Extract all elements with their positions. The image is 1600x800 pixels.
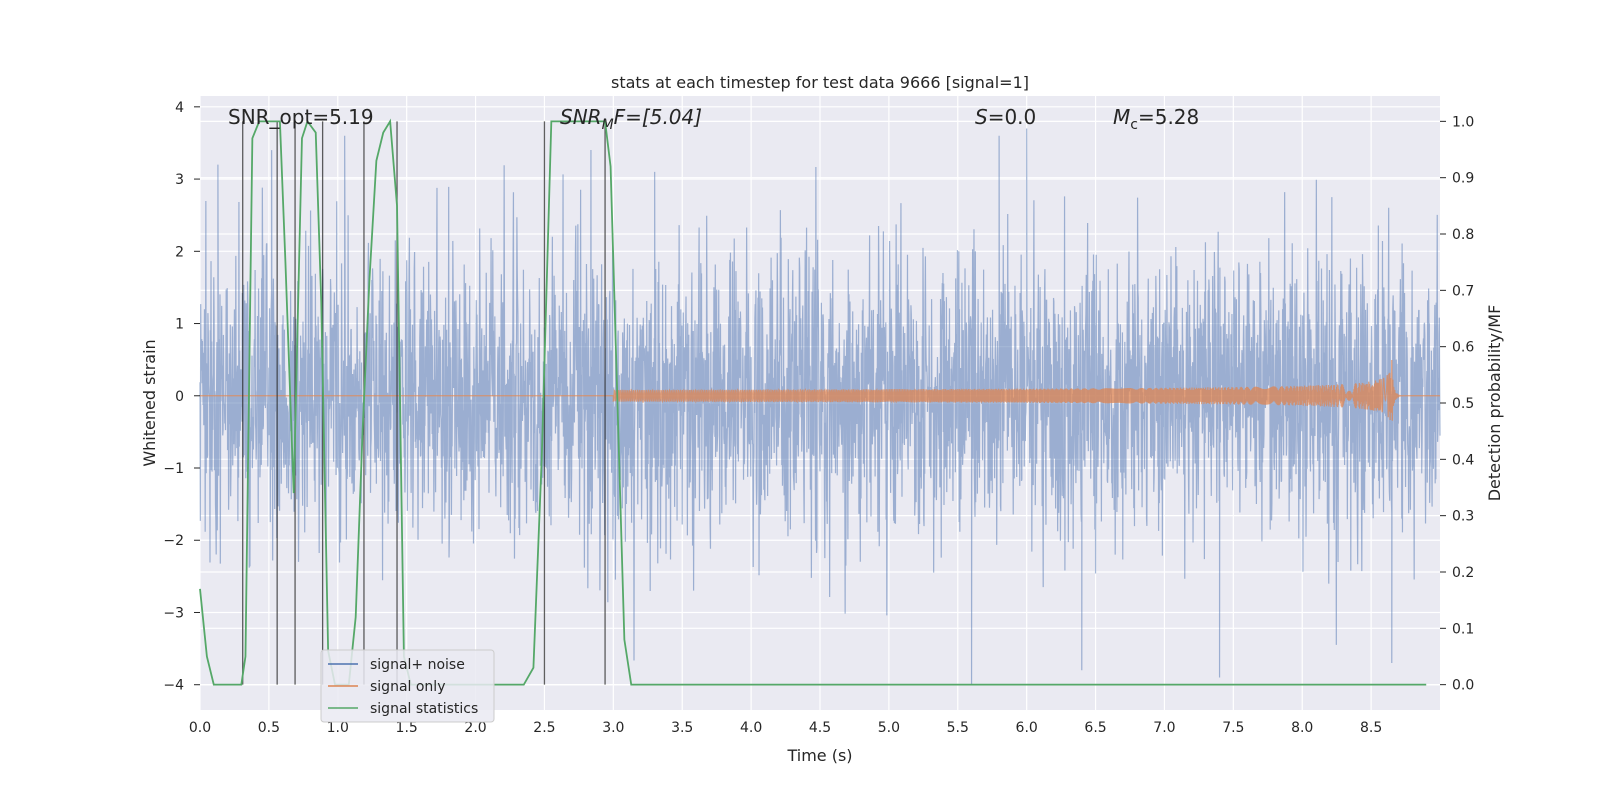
series-signal-noise <box>199 128 1441 685</box>
x-tick-label: 2.5 <box>533 720 555 736</box>
y2-tick-label: 0.3 <box>1452 509 1474 525</box>
x-tick-label: 1.5 <box>396 720 418 736</box>
series-line-signal-statistics <box>199 118 1427 686</box>
y2-tick-label: 0.4 <box>1452 452 1474 468</box>
annotation-snr-mf: SNRMF=[5.04] <box>560 105 702 133</box>
x-tick-label: 2.0 <box>464 720 486 736</box>
y-tick-label: −4 <box>163 678 184 694</box>
series-signal-only <box>200 360 1441 421</box>
y2-tick-label: 0.7 <box>1452 283 1474 299</box>
x-tick-label: 0.0 <box>189 720 211 736</box>
x-tick-label: 5.0 <box>878 720 900 736</box>
x-tick-label: 3.5 <box>671 720 693 736</box>
x-tick-label: 6.5 <box>1084 720 1106 736</box>
y-tick-label: −3 <box>163 605 184 621</box>
y-tick-label: −1 <box>163 461 184 477</box>
x-tick-label: 8.0 <box>1291 720 1313 736</box>
y-tick-label: 1 <box>175 317 184 333</box>
annotation-s: S=0.0 <box>975 105 1036 129</box>
x-tick-label: 6.0 <box>1016 720 1038 736</box>
x-tick-label: 5.5 <box>947 720 969 736</box>
series-line-signal-noise <box>199 128 1441 685</box>
y-tick-label: 3 <box>175 172 184 188</box>
x-axis-label: Time (s) <box>786 746 852 765</box>
x-tick-label: 7.5 <box>1222 720 1244 736</box>
x-tick-label: 8.5 <box>1360 720 1382 736</box>
y2-axis-label: Detection probability/MF <box>1485 305 1504 502</box>
y2-tick-label: 0.2 <box>1452 565 1474 581</box>
x-tick-label: 1.0 <box>327 720 349 736</box>
y-tick-label: −2 <box>163 533 184 549</box>
x-tick-label: 4.5 <box>809 720 831 736</box>
series-line-signal-only <box>200 360 1441 421</box>
y2-tick-label: 0.5 <box>1452 396 1474 412</box>
legend-label-signal-statistics: signal statistics <box>370 701 478 717</box>
y2-tick-label: 1.0 <box>1452 114 1474 130</box>
y2-tick-label: 0.0 <box>1452 678 1474 694</box>
y-tick-label: 0 <box>175 389 184 405</box>
x-tick-label: 7.0 <box>1153 720 1175 736</box>
legend-box <box>320 649 495 723</box>
y-tick-label: 2 <box>175 244 184 260</box>
y2-tick-label: 0.1 <box>1452 621 1474 637</box>
annotation-snr-opt: SNR_opt=5.19 <box>228 105 374 129</box>
x-tick-label: 0.5 <box>258 720 280 736</box>
chart-title: stats at each timestep for test data 966… <box>611 73 1029 92</box>
series-signal-statistics <box>199 118 1427 686</box>
y2-tick-label: 0.6 <box>1452 340 1474 356</box>
x-tick-label: 4.0 <box>740 720 762 736</box>
y2-tick-label: 0.8 <box>1452 227 1474 243</box>
legend-label-signal-noise: signal+ noise <box>370 657 465 673</box>
legend-label-signal-only: signal only <box>370 679 445 695</box>
y-axis-label: Whitened strain <box>140 339 159 466</box>
x-axis-ticks: 0.0 0.5 1.0 1.5 2.0 2.5 3.0 3.5 4.0 4.5 5.0 5.5 6.0 6… <box>189 720 1382 736</box>
x-tick-label: 3.0 <box>602 720 624 736</box>
annotation-mc: Mc=5.28 <box>1113 105 1199 133</box>
y2-tick-label: 0.9 <box>1452 171 1474 187</box>
legend: signal+ noise signal only signal statist… <box>320 649 495 723</box>
y-tick-label: 4 <box>175 100 184 116</box>
y2-axis-ticks: 0.0 0.1 0.2 0.3 0.4 0.5 0.6 0.7 0.8 0.9 1.0 <box>1440 114 1474 694</box>
y-axis-ticks: −4 −3 −2 −1 0 1 2 3 4 <box>163 100 200 694</box>
